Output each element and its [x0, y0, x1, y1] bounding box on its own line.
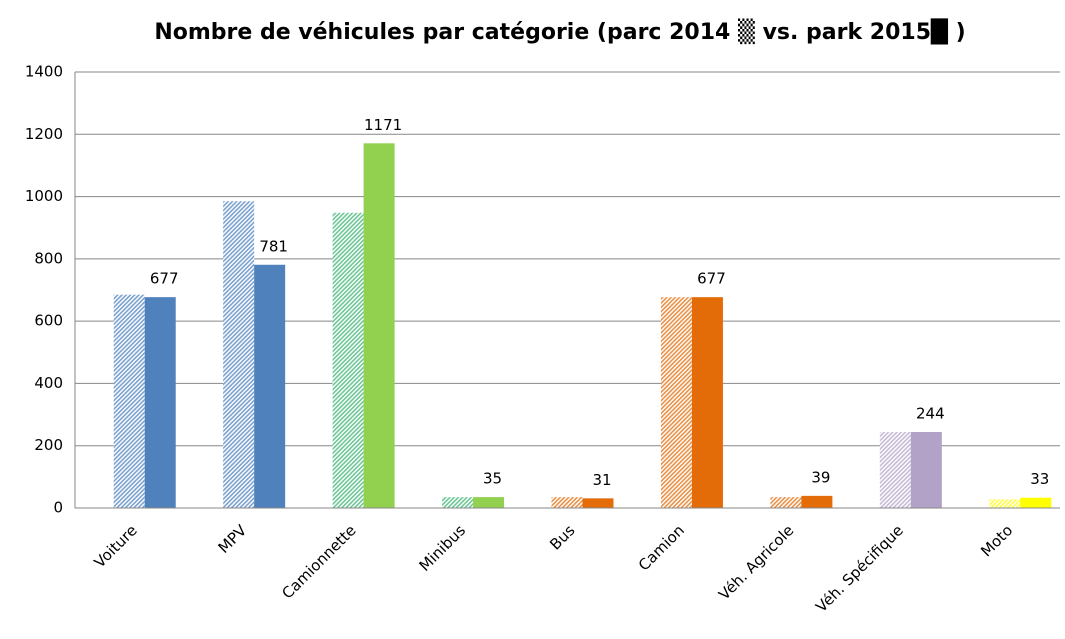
x-tick-label: Minibus	[416, 521, 470, 575]
x-tick-label: Camionnette	[278, 521, 359, 602]
data-label: 31	[592, 471, 611, 489]
bar	[473, 497, 505, 508]
y-tick-label: 1000	[25, 187, 63, 205]
bar	[660, 297, 692, 508]
x-tick-label: Bus	[546, 521, 578, 553]
y-tick-label: 200	[34, 436, 63, 454]
x-tick-label: Véh. Agricole	[715, 521, 797, 603]
bar	[1020, 497, 1052, 508]
bar	[144, 297, 176, 508]
bar	[332, 212, 364, 508]
data-label: 39	[811, 468, 830, 486]
bar	[582, 498, 614, 508]
chart-title: Nombre de véhicules par catégorie (parc …	[154, 18, 965, 45]
bar	[879, 432, 911, 508]
data-label: 244	[916, 405, 945, 423]
x-tick-label: Moto	[977, 521, 1016, 560]
bar	[113, 294, 145, 508]
bar	[551, 497, 583, 508]
bar	[801, 495, 833, 508]
data-label: 33	[1030, 470, 1049, 488]
y-tick-label: 1400	[25, 63, 63, 81]
data-label: 35	[483, 470, 502, 488]
bar	[223, 201, 255, 508]
x-tick-label: Voiture	[91, 521, 141, 571]
data-label: 781	[259, 237, 288, 255]
y-tick-label: 400	[34, 374, 63, 392]
bar	[254, 264, 286, 508]
x-tick-label: Véh. Spécifique	[812, 521, 907, 616]
y-tick-label: 800	[34, 249, 63, 267]
y-tick-label: 0	[53, 499, 63, 517]
x-tick-label: Camion	[635, 521, 688, 574]
data-label: 1171	[364, 116, 402, 134]
data-label: 677	[150, 270, 179, 288]
bar	[442, 497, 474, 508]
data-label: 677	[697, 270, 726, 288]
x-tick-label: MPV	[215, 521, 251, 557]
bar	[691, 297, 723, 508]
y-tick-label: 1200	[25, 125, 63, 143]
bar	[989, 499, 1021, 508]
bar	[910, 432, 942, 508]
bar	[363, 143, 395, 508]
bar	[770, 497, 802, 508]
y-tick-label: 600	[34, 312, 63, 330]
